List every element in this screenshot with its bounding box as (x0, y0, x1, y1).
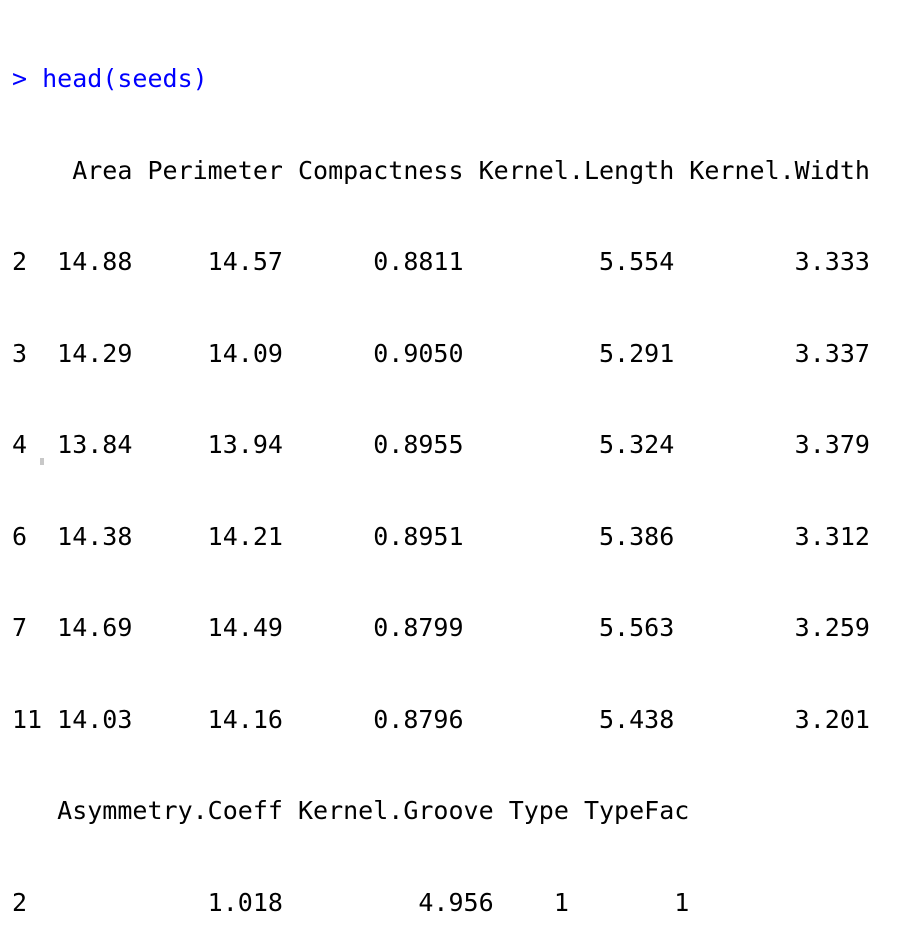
output-header-2: Asymmetry.Coeff Kernel.Groove Type TypeF… (12, 796, 690, 825)
console-command: head(seeds) (42, 64, 208, 93)
command-line: > head(seeds) (12, 64, 870, 95)
output-row: 2 14.88 14.57 0.8811 5.554 3.333 (12, 247, 870, 276)
output-row: 11 14.03 14.16 0.8796 5.438 3.201 (12, 704, 870, 734)
output-row: 6 14.38 14.21 0.8951 5.386 3.312 (12, 521, 870, 551)
output-row: 7 14.69 14.49 0.8799 5.563 3.259 (12, 613, 870, 642)
console-prompt: > (12, 64, 28, 93)
output-header-1: Area Perimeter Compactness Kernel.Length… (12, 155, 870, 185)
output-row: 3 14.29 14.09 0.9050 5.291 3.337 (12, 338, 870, 368)
output-row: 4 13.84 13.94 0.8955 5.324 3.379 (12, 430, 870, 459)
r-console[interactable]: > head(seeds) Area Perimeter Compactness… (12, 3, 870, 930)
output-row: 2 1.018 4.956 1 1 (12, 887, 690, 917)
console-cursor (40, 458, 44, 465)
